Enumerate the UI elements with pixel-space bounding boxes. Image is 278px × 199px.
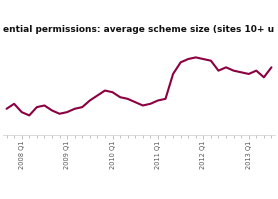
Text: ential permissions: average scheme size (sites 10+ u: ential permissions: average scheme size … <box>3 25 274 34</box>
